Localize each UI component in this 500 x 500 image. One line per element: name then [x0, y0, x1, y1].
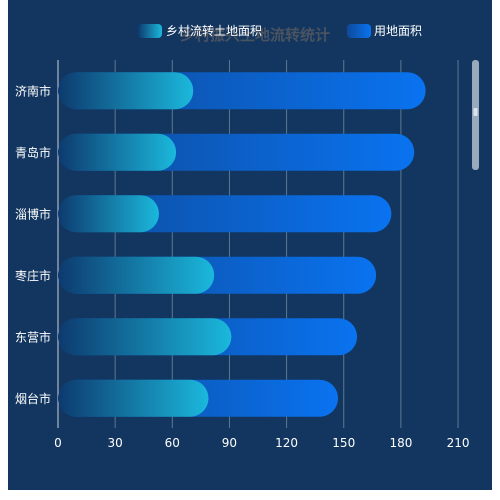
x-tick-label: 150 — [332, 436, 355, 450]
legend-label-series-2: 用地面积 — [374, 24, 422, 38]
x-tick-label: 180 — [389, 436, 412, 450]
chart-panel: 乡村振兴土地流转统计 乡村流转土地面积 用地面积 济南市青岛市淄博市枣庄市东营市… — [8, 0, 492, 490]
y-tick-label: 枣庄市 — [15, 268, 51, 283]
y-tick-label: 济南市 — [15, 83, 51, 98]
slider-handle[interactable] — [473, 108, 478, 116]
bars — [58, 72, 426, 417]
legend[interactable]: 乡村流转土地面积 用地面积 — [138, 23, 422, 38]
legend-item-series-1[interactable]: 乡村流转土地面积 — [138, 23, 262, 38]
y-tick-label: 烟台市 — [15, 391, 51, 406]
bar-series-1[interactable] — [58, 256, 215, 294]
x-tick-label: 120 — [275, 436, 298, 450]
x-tick-label: 210 — [447, 436, 470, 450]
x-tick-label: 30 — [108, 436, 123, 450]
x-tick-label: 90 — [222, 436, 237, 450]
bar-series-1[interactable] — [58, 318, 232, 356]
legend-label-series-1: 乡村流转土地面积 — [166, 23, 262, 38]
bar-series-1[interactable] — [58, 72, 194, 110]
y-tick-label: 青岛市 — [15, 145, 51, 160]
bar-series-1[interactable] — [58, 379, 209, 417]
x-tick-label: 0 — [54, 436, 62, 450]
grid-lines — [57, 60, 459, 428]
y-tick-label: 东营市 — [15, 329, 51, 344]
horizontal-bar-chart: 乡村振兴土地流转统计 乡村流转土地面积 用地面积 济南市青岛市淄博市枣庄市东营市… — [15, 23, 479, 450]
legend-swatch-series-2 — [347, 24, 371, 38]
datazoom-slider[interactable] — [472, 60, 479, 170]
legend-swatch-series-1 — [138, 24, 162, 38]
x-tick-label: 60 — [165, 436, 180, 450]
legend-item-series-2[interactable]: 用地面积 — [347, 24, 422, 38]
bar-series-1[interactable] — [58, 133, 177, 171]
chart-title: 乡村振兴土地流转统计 — [180, 26, 330, 44]
y-tick-label: 淄博市 — [15, 206, 51, 221]
value-axis: 0 30 60 90 120 150 180 210 — [54, 436, 469, 450]
bar-series-1[interactable] — [58, 195, 159, 233]
